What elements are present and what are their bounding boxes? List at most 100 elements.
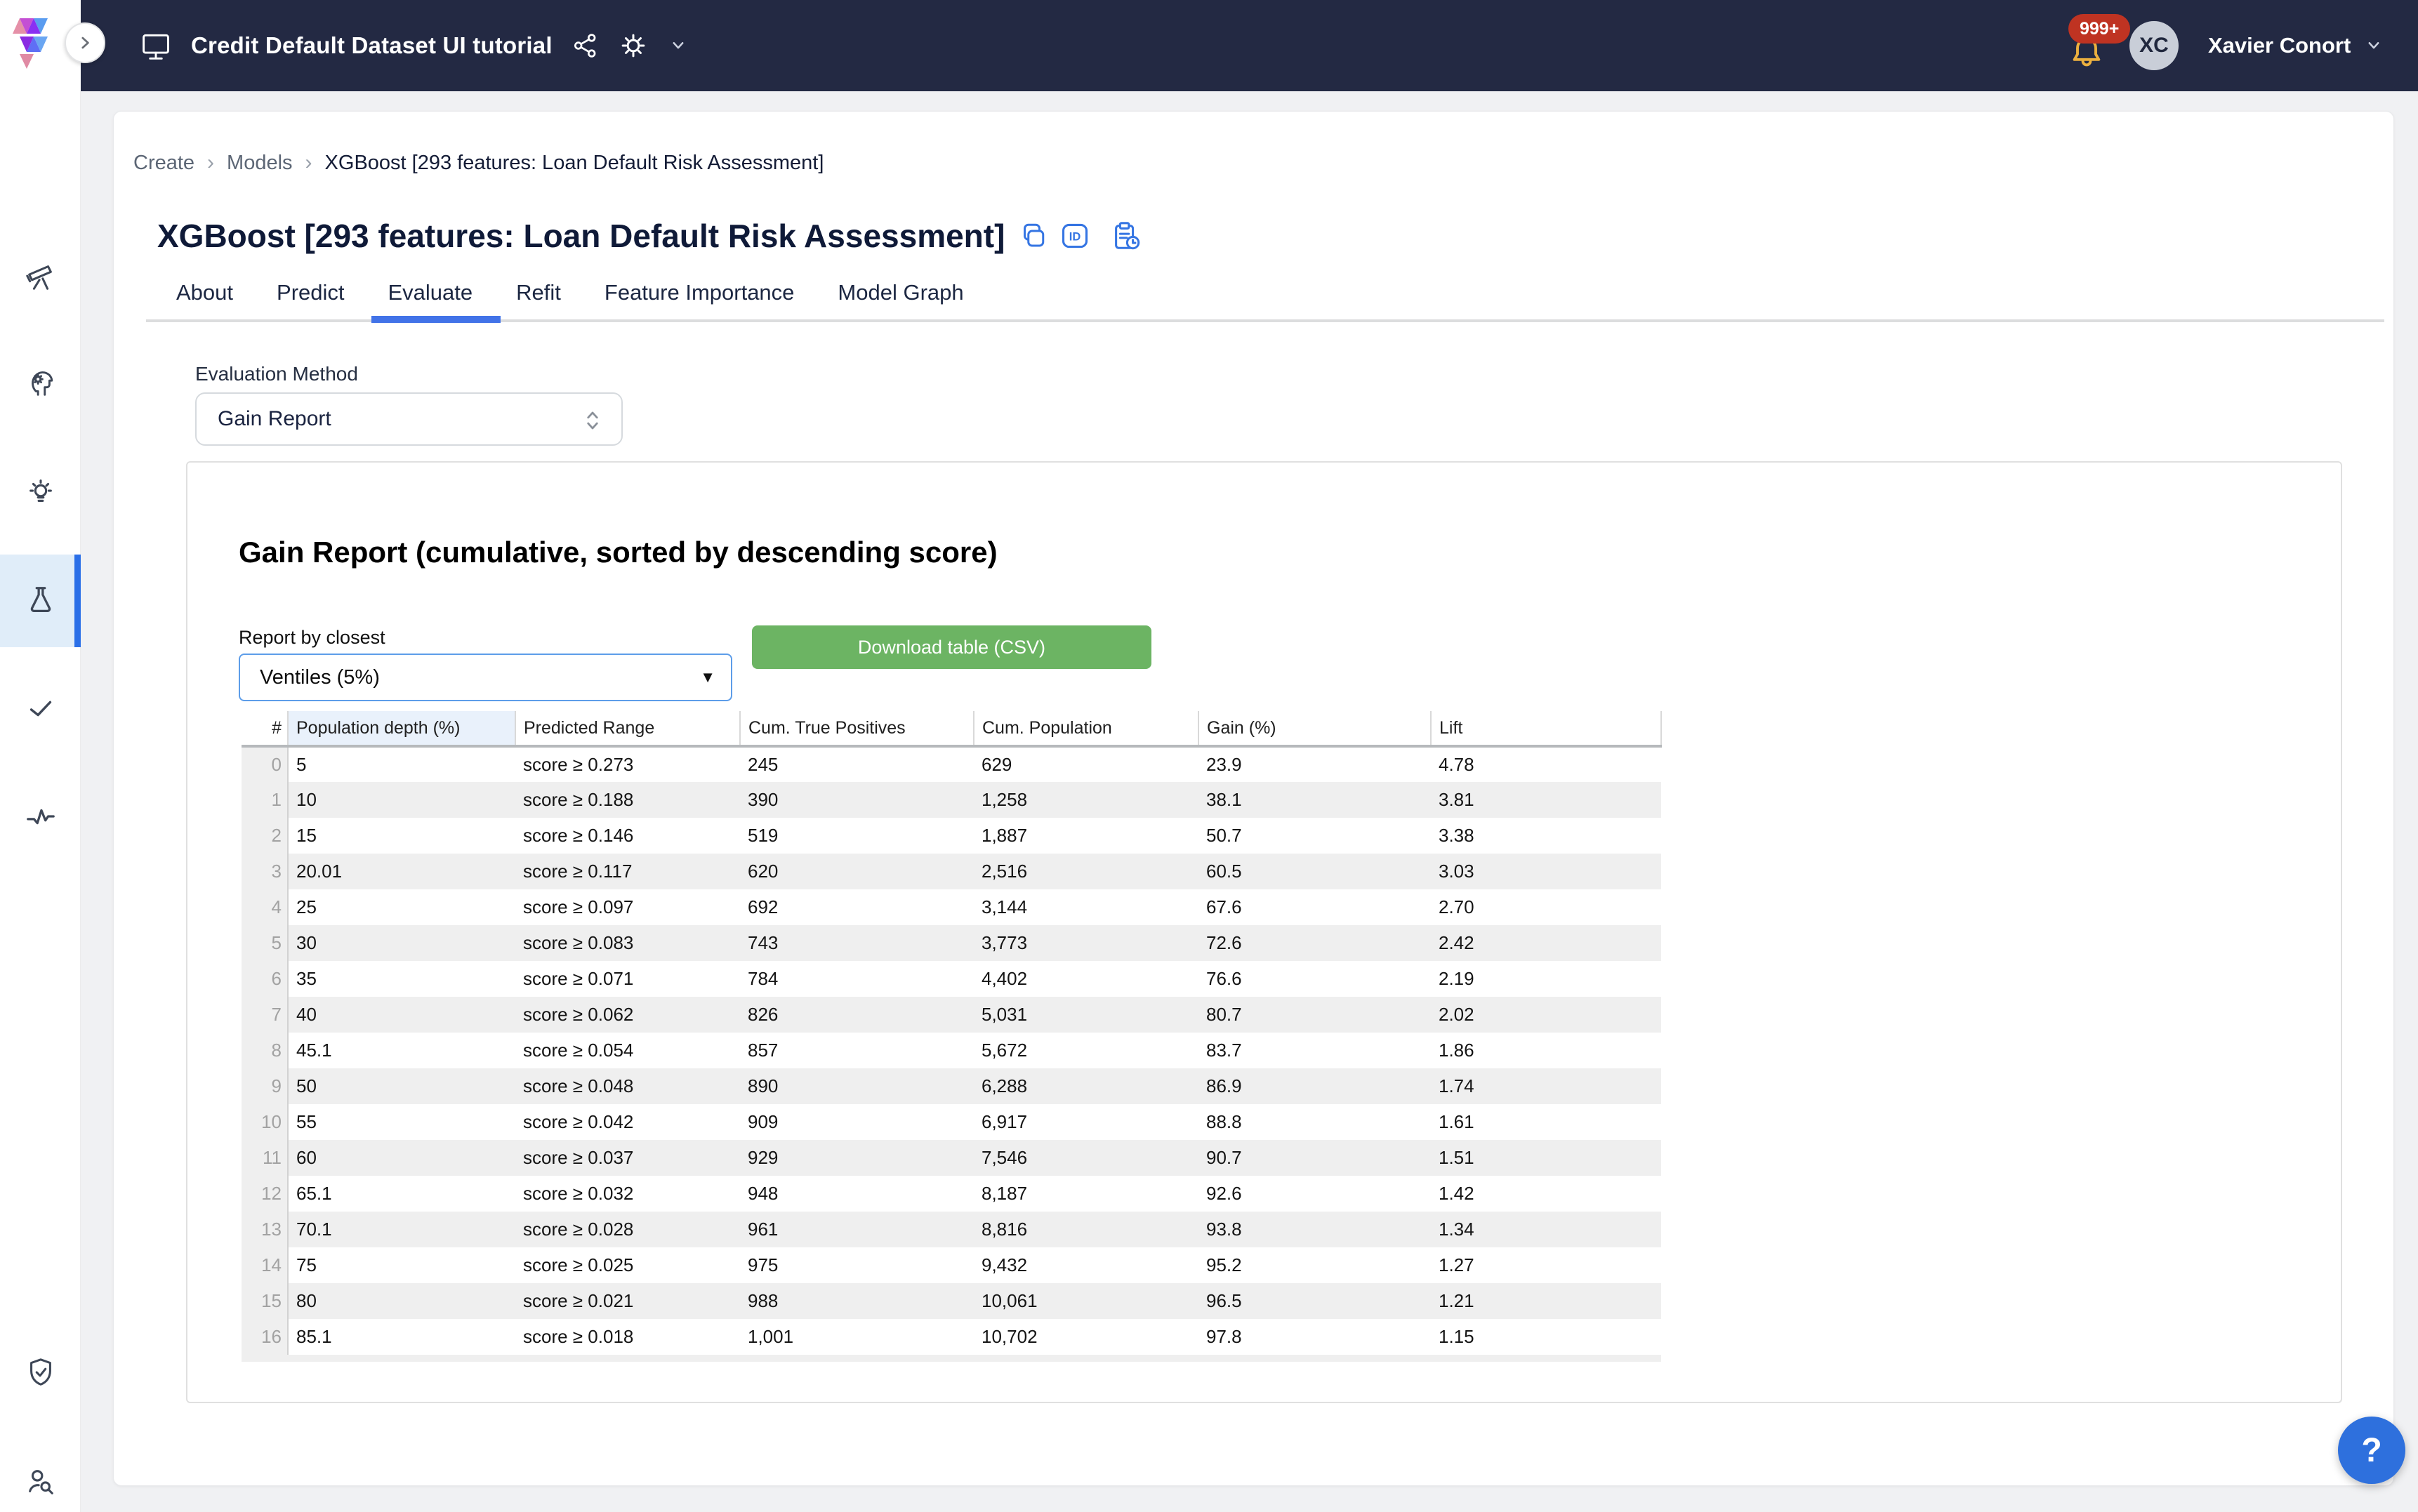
select-updown-icon	[581, 408, 604, 433]
population-depth-cell: 75	[296, 1254, 317, 1275]
gain-table-body: 0 5 score ≥ 0.273 245 629 23.9 4.78 1 10…	[242, 746, 1661, 1355]
help-button[interactable]: ?	[2338, 1417, 2405, 1484]
page-title: XGBoost [293 features: Loan Default Risk…	[157, 218, 1005, 254]
cum-true-positives-cell: 1,001	[748, 1326, 794, 1347]
user-chevron-down-icon[interactable]	[2363, 35, 2384, 56]
cum-population-cell: 3,144	[982, 896, 1028, 917]
gain-report-panel: Gain Report (cumulative, sorted by desce…	[186, 461, 2342, 1403]
user-name[interactable]: Xavier Conort	[2208, 33, 2351, 58]
cum-population-cell: 7,546	[974, 1140, 1198, 1176]
monitor-icon	[140, 30, 171, 61]
sidebar-expand-button[interactable]	[65, 22, 105, 63]
active-tab-indicator	[371, 316, 501, 323]
row-index-cell: 4	[242, 889, 289, 925]
gain-pct-cell: 76.6	[1206, 968, 1242, 989]
lift-cell: 2.19	[1439, 968, 1474, 989]
tab-predict[interactable]: Predict	[277, 280, 345, 305]
lift-cell: 3.38	[1439, 825, 1474, 846]
lift-cell: 1.42	[1439, 1183, 1474, 1204]
predicted-range-cell: score ≥ 0.062	[515, 997, 740, 1033]
row-index-cell: 16	[242, 1319, 289, 1355]
top-bar: Credit Default Dataset UI tutorial 999+	[0, 0, 2418, 91]
project-chevron-down-icon[interactable]	[668, 35, 689, 56]
evaluation-method-select[interactable]: Gain Report	[195, 392, 623, 446]
tab-refit[interactable]: Refit	[516, 280, 561, 305]
notifications-badge[interactable]: 999+	[2068, 14, 2131, 44]
table-row: 2 15 score ≥ 0.146 519 1,887 50.7 3.38	[242, 818, 1661, 854]
population-depth-cell: 40	[288, 997, 515, 1033]
cum-population-cell: 629	[982, 754, 1012, 775]
flask-icon[interactable]	[25, 584, 57, 616]
table-row-partial	[242, 1355, 1661, 1362]
cum-true-positives-cell: 390	[740, 782, 974, 818]
lift-cell: 2.42	[1431, 925, 1661, 961]
population-depth-cell: 55	[296, 1111, 317, 1132]
breadcrumb-create[interactable]: Create	[133, 151, 195, 174]
gear-icon[interactable]	[619, 31, 648, 60]
row-index-cell: 2	[242, 818, 289, 854]
tab-feature-importance[interactable]: Feature Importance	[604, 280, 795, 305]
column-header-lift[interactable]: Lift	[1431, 711, 1662, 748]
column-header-cum-population[interactable]: Cum. Population	[974, 711, 1199, 748]
predicted-range-cell: score ≥ 0.042	[523, 1111, 634, 1132]
report-by-select[interactable]: Ventiles (5%) ▼	[239, 654, 732, 701]
row-index-cell: 6	[242, 961, 289, 997]
column-header-population-depth[interactable]: Population depth (%)	[288, 711, 516, 748]
id-icon[interactable]: ID	[1059, 220, 1090, 251]
gain-pct-cell: 23.9	[1206, 754, 1242, 775]
gain-pct-cell: 95.2	[1206, 1254, 1242, 1275]
project-switcher[interactable]: Credit Default Dataset UI tutorial	[140, 0, 689, 91]
lift-cell: 4.78	[1439, 754, 1474, 775]
tab-evaluate[interactable]: Evaluate	[388, 280, 473, 305]
column-header-index[interactable]: #	[242, 711, 289, 748]
lift-cell: 3.03	[1431, 854, 1661, 889]
gain-pct-cell: 80.7	[1198, 997, 1431, 1033]
table-header-row: # Population depth (%) Predicted Range C…	[242, 711, 1662, 748]
gain-pct-cell: 93.8	[1198, 1212, 1431, 1247]
shield-check-icon[interactable]	[25, 1356, 57, 1388]
column-header-predicted-range[interactable]: Predicted Range	[515, 711, 741, 748]
cum-true-positives-cell: 620	[740, 854, 974, 889]
activity-pulse-icon[interactable]	[25, 800, 57, 833]
copy-icon[interactable]	[1017, 221, 1047, 251]
row-index-cell: 8	[242, 1033, 289, 1068]
gain-pct-cell: 97.8	[1206, 1326, 1242, 1347]
share-icon[interactable]	[572, 32, 599, 59]
gain-pct-cell: 60.5	[1198, 854, 1431, 889]
cum-population-cell: 8,816	[974, 1212, 1198, 1247]
breadcrumb-separator: ›	[305, 151, 312, 174]
clipboard-clock-icon[interactable]	[1110, 220, 1142, 252]
lift-cell: 1.74	[1431, 1068, 1661, 1104]
cum-true-positives-cell: 857	[748, 1040, 779, 1061]
predicted-range-cell: score ≥ 0.018	[523, 1326, 634, 1347]
gain-pct-cell: 96.5	[1198, 1283, 1431, 1319]
download-csv-button[interactable]: Download table (CSV)	[752, 625, 1151, 669]
checkmark-icon[interactable]	[25, 692, 57, 724]
sidebar-active-highlight	[0, 555, 81, 647]
column-header-gain-pct[interactable]: Gain (%)	[1198, 711, 1432, 748]
predicted-range-cell: score ≥ 0.188	[515, 782, 740, 818]
lift-cell: 2.70	[1439, 896, 1474, 917]
table-row: 5 30 score ≥ 0.083 743 3,773 72.6 2.42	[242, 925, 1661, 961]
column-header-cum-true-positives[interactable]: Cum. True Positives	[740, 711, 975, 748]
gain-report-title: Gain Report (cumulative, sorted by desce…	[239, 536, 998, 569]
user-search-icon[interactable]	[25, 1466, 57, 1498]
lift-cell: 1.21	[1431, 1283, 1661, 1319]
telescope-icon[interactable]	[25, 260, 57, 293]
cum-true-positives-cell: 948	[748, 1183, 779, 1204]
avatar[interactable]: XC	[2129, 21, 2179, 70]
tab-model-graph[interactable]: Model Graph	[838, 280, 964, 305]
table-row: 1 10 score ≥ 0.188 390 1,258 38.1 3.81	[242, 782, 1661, 818]
cum-population-cell: 3,773	[974, 925, 1198, 961]
lightbulb-icon[interactable]	[25, 476, 57, 508]
population-depth-cell: 35	[296, 968, 317, 989]
row-index-cell: 14	[242, 1247, 289, 1283]
predicted-range-cell: score ≥ 0.021	[515, 1283, 740, 1319]
main-content-card: Create › Models › XGBoost [293 features:…	[113, 111, 2394, 1486]
table-row: 9 50 score ≥ 0.048 890 6,288 86.9 1.74	[242, 1068, 1661, 1104]
population-depth-cell: 30	[288, 925, 515, 961]
cum-population-cell: 1,258	[974, 782, 1198, 818]
brain-settings-icon[interactable]	[25, 366, 57, 399]
tab-about[interactable]: About	[176, 280, 234, 305]
breadcrumb-models[interactable]: Models	[227, 151, 293, 174]
